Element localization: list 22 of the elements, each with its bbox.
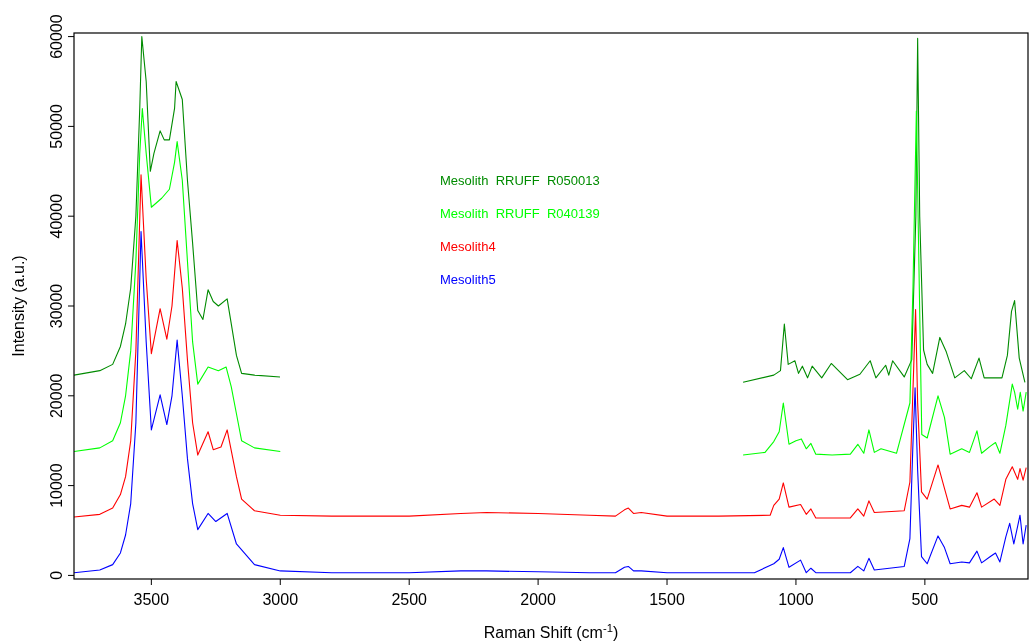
text: Mesolith RRUFF R050013 [440,173,600,188]
text: Mesolith RRUFF R040139 [440,206,600,221]
x-tick-label: 500 [911,591,939,608]
line-series [74,174,1027,519]
x-tick-label: 3500 [133,591,170,608]
y-axis-title: Intensity (a.u.) [10,255,27,357]
x-tick-label: 1500 [649,591,685,608]
text: Mesolith5 [440,272,496,287]
x-axis-title: Raman Shift (cm$^{-1}$) [483,622,619,641]
y-tick-label: 40000 [48,193,65,239]
x-tick-label: 2000 [520,591,557,608]
y-tick-label: 20000 [48,373,65,419]
x-tick-label: 3000 [262,591,299,608]
x-tick-label: 2500 [391,591,428,608]
y-tick-label: 30000 [48,283,65,329]
line-series [74,230,1027,574]
text: Mesolith4 [440,239,496,254]
y-tick-label: 10000 [48,463,65,508]
y-tick-label: 50000 [48,104,65,149]
y-tick-label: 0 [48,570,65,580]
y-tick-label: 60000 [48,14,65,59]
x-tick-label: 1000 [778,591,814,608]
